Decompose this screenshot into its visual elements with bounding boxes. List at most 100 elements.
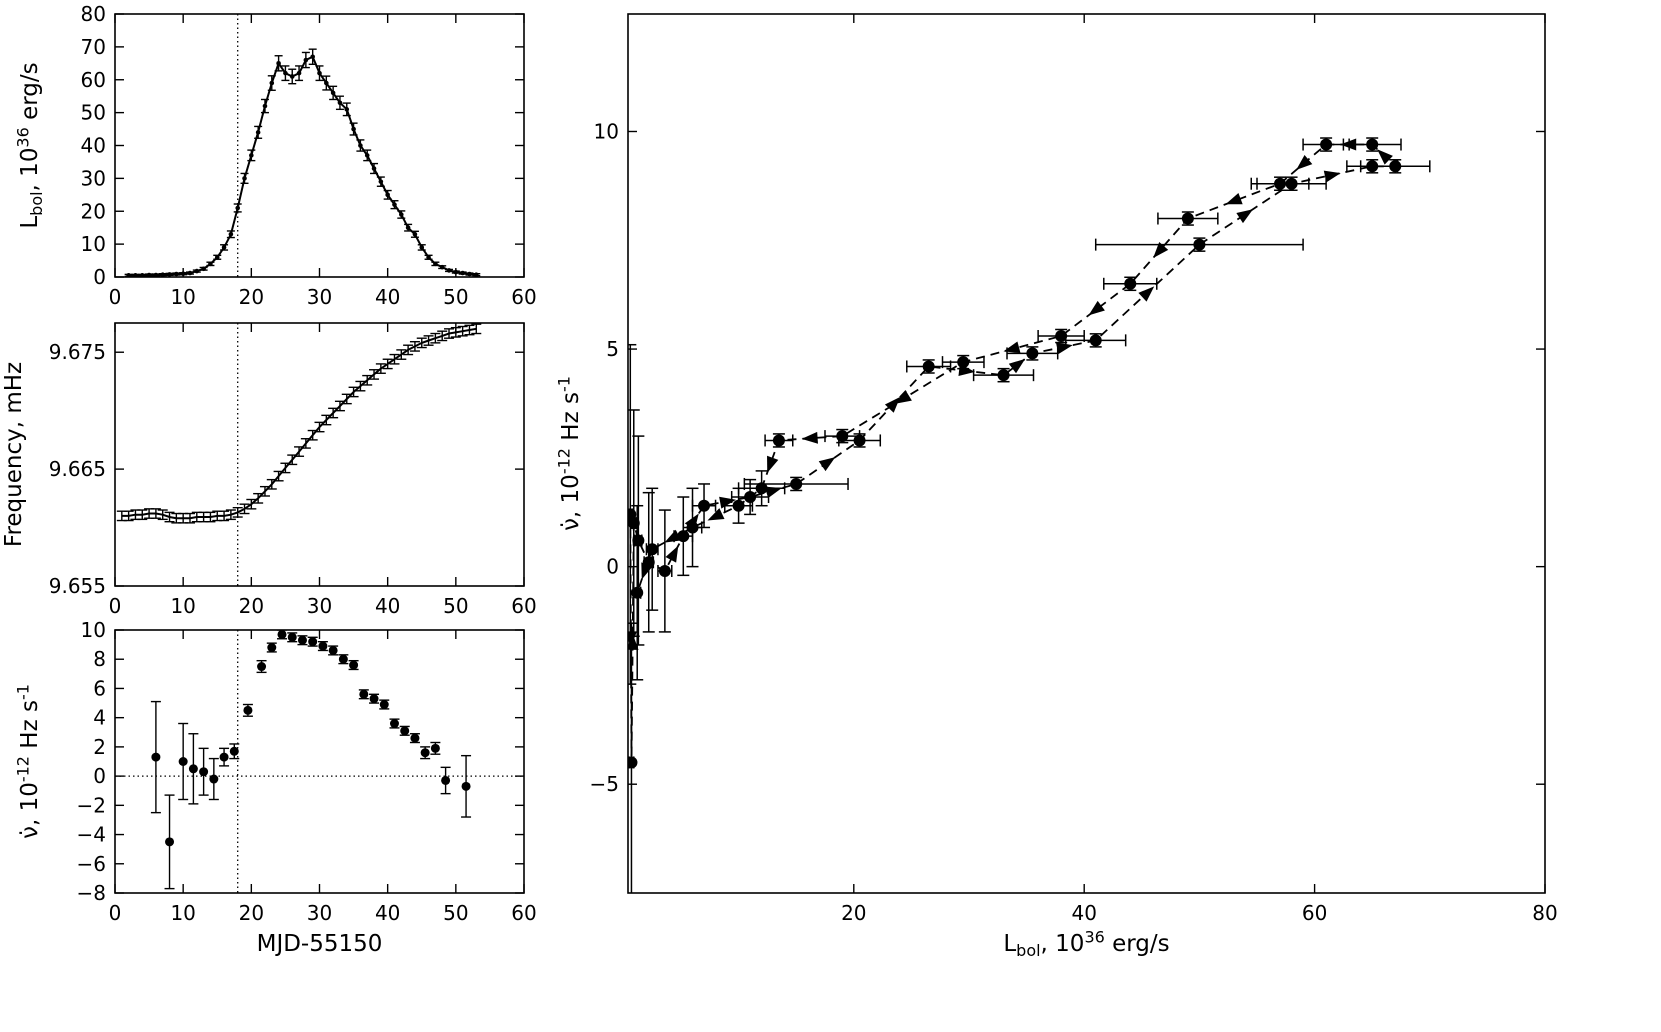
- data-point: [194, 268, 200, 274]
- x-tick-label: 40: [375, 285, 400, 309]
- x-tick-label: 10: [170, 285, 195, 309]
- data-point: [853, 434, 866, 447]
- data-point: [389, 719, 399, 729]
- x-tick-label: 0: [109, 285, 122, 309]
- direction-arrow: [1003, 341, 1021, 354]
- data-point: [1320, 138, 1333, 151]
- direction-arrow: [1225, 193, 1243, 205]
- y-tick-label: 50: [81, 101, 106, 125]
- lightcurve-ylabel: Lbol, 1036 erg/s: [13, 62, 46, 228]
- x-tick-label: 10: [170, 594, 195, 618]
- y-tick-label: −6: [77, 852, 106, 876]
- y-tick-label: 10: [594, 119, 619, 143]
- ticks-lightcurve: 0 10 20 30 40 50 60 0 10 20 30 40 50 60 70 80: [81, 2, 537, 309]
- data-point: [303, 57, 309, 63]
- data-point: [283, 70, 288, 76]
- data-point: [1124, 277, 1137, 290]
- direction-arrow: [801, 431, 818, 444]
- panel-lightcurve: 0 10 20 30 40 50 60 0 10 20 30 40 50 60 70 80 Lbol, 1036…: [13, 2, 536, 309]
- data-point: [385, 192, 390, 198]
- data-point: [772, 434, 785, 447]
- data-point: [126, 273, 131, 277]
- y-tick-label: 0: [606, 555, 619, 579]
- data-point: [199, 767, 209, 777]
- y-tick-label: 9.675: [49, 340, 106, 364]
- direction-arrow: [628, 633, 639, 650]
- data-point: [235, 205, 240, 211]
- series-line: [121, 327, 477, 520]
- data-point: [219, 752, 229, 762]
- x-tick-label: 60: [1302, 901, 1327, 925]
- data-point: [405, 225, 411, 230]
- data-point: [228, 231, 234, 237]
- axes-frame: [114, 13, 525, 278]
- data-point: [287, 632, 297, 642]
- data-point: [378, 179, 384, 184]
- direction-arrow: [664, 529, 682, 543]
- data-point: [642, 556, 655, 569]
- panel-nudot-time: 0 10 20 30 40 50 60 −8 −6 −4 −2 0 2 4 6 8 10 MJD-55150 ν̇,…: [13, 618, 536, 957]
- y-tick-label: 9.655: [49, 574, 106, 598]
- data-point: [446, 268, 452, 273]
- y-tick-label: 30: [81, 166, 106, 190]
- x-tick-label: 20: [239, 285, 264, 309]
- y-tick-label: −8: [77, 881, 106, 905]
- data-point: [426, 254, 431, 260]
- y-tick-label: 70: [81, 35, 106, 59]
- x-tick-label: 20: [239, 594, 264, 618]
- data-point: [379, 700, 389, 710]
- data-point: [957, 356, 970, 369]
- data-point: [1181, 212, 1194, 225]
- x-tick-label: 60: [511, 594, 536, 618]
- data-point: [1366, 160, 1379, 173]
- data-point: [277, 630, 287, 639]
- data-point: [441, 775, 451, 785]
- data-point: [1285, 177, 1298, 190]
- data-point: [430, 743, 440, 753]
- x-tick-label: 80: [1532, 901, 1557, 925]
- nudot-lum-xlabel: Lbol, 1036 erg/s: [1003, 927, 1169, 960]
- data-point: [371, 166, 377, 171]
- y-tick-label: 8: [93, 647, 106, 671]
- data-point: [289, 74, 295, 79]
- data-point: [461, 781, 471, 791]
- data-point: [369, 694, 379, 704]
- x-tick-label: 50: [443, 285, 468, 309]
- direction-arrow: [1377, 149, 1393, 165]
- panel-data-nudot-time: [115, 630, 524, 893]
- data-point: [249, 153, 254, 158]
- data-point: [439, 264, 445, 270]
- data-point: [330, 90, 336, 96]
- data-point: [686, 521, 699, 534]
- panel-data-nudot-lum: [628, 137, 1431, 893]
- direction-arrow: [665, 545, 679, 563]
- data-point: [412, 231, 418, 237]
- data-point: [243, 705, 253, 715]
- x-tick-label: 30: [307, 594, 332, 618]
- data-point: [201, 266, 206, 272]
- direction-arrow: [1323, 170, 1341, 183]
- data-point: [308, 637, 318, 647]
- y-tick-label: 10: [81, 232, 106, 256]
- data-point: [1089, 334, 1102, 347]
- data-point: [677, 530, 690, 543]
- y-tick-label: 40: [81, 134, 106, 158]
- data-point: [460, 270, 465, 276]
- direction-arrow: [767, 455, 779, 473]
- x-tick-label: 0: [109, 594, 122, 618]
- direction-arrow: [1008, 358, 1026, 374]
- data-point: [267, 643, 277, 653]
- data-point: [318, 641, 328, 651]
- y-tick-label: −2: [77, 793, 106, 817]
- data-point: [419, 245, 425, 250]
- data-point: [324, 80, 329, 86]
- x-tick-label: 20: [841, 901, 866, 925]
- ticks-nudot-lum: 20 40 60 80 −5 0 5 10: [590, 14, 1558, 925]
- frequency-ylabel: Frequency, mHz: [1, 362, 27, 547]
- data-point: [1366, 138, 1379, 151]
- data-point: [922, 360, 935, 373]
- series-line: [128, 55, 477, 277]
- data-point: [628, 517, 640, 530]
- y-tick-label: 9.665: [49, 457, 106, 481]
- data-point: [208, 261, 213, 267]
